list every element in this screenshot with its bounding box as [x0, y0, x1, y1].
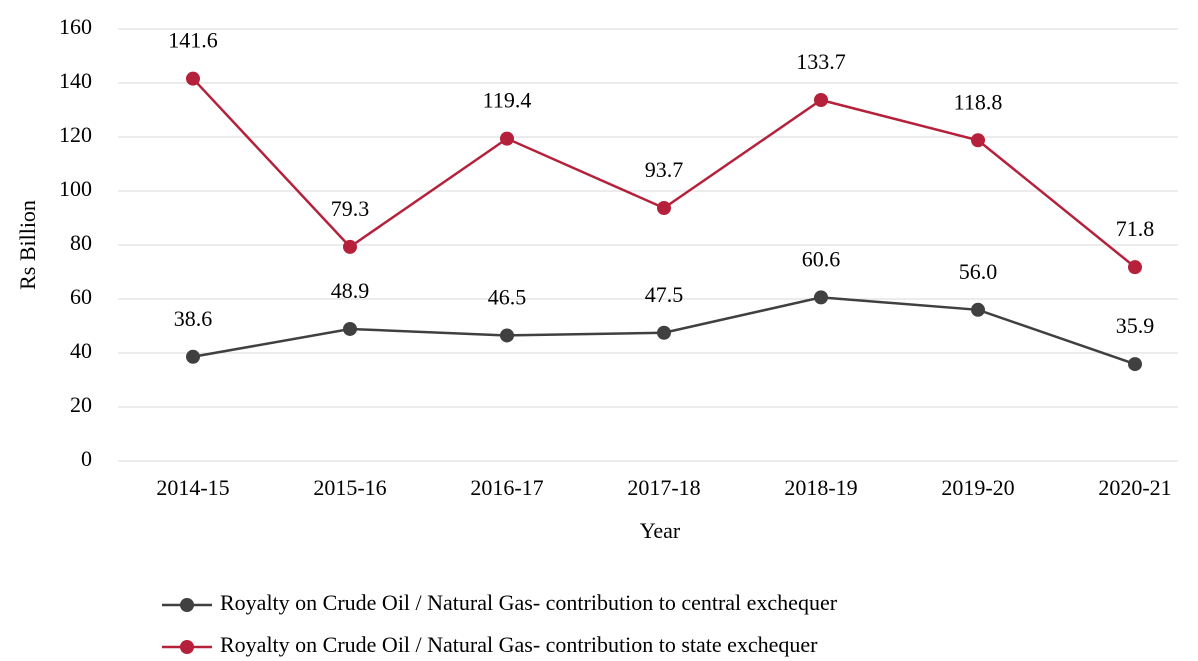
y-tick-label: 0	[81, 446, 92, 471]
y-tick-label: 100	[59, 176, 92, 201]
data-point	[186, 71, 200, 86]
y-tick-label: 160	[59, 14, 92, 39]
y-tick-label: 40	[70, 338, 92, 363]
data-point	[1128, 260, 1142, 275]
data-label: 79.3	[331, 196, 370, 221]
data-label: 133.7	[796, 49, 846, 74]
data-point	[343, 321, 357, 336]
y-tick-label: 60	[70, 284, 92, 309]
y-tick-label: 120	[59, 122, 92, 147]
data-label: 35.9	[1116, 313, 1155, 338]
x-tick-label: 2019-20	[941, 475, 1014, 500]
x-axis-title: Year	[640, 518, 681, 543]
data-point	[343, 239, 357, 254]
data-label: 119.4	[483, 88, 532, 113]
data-label: 93.7	[645, 157, 684, 182]
x-tick-label: 2018-19	[784, 475, 857, 500]
data-label: 118.8	[954, 89, 1003, 114]
x-tick-label: 2020-21	[1098, 475, 1171, 500]
data-label: 46.5	[488, 284, 527, 309]
y-axis-title: Rs Billion	[15, 200, 40, 290]
data-label: 47.5	[645, 282, 684, 307]
data-label: 38.6	[174, 306, 213, 331]
legend-label: Royalty on Crude Oil / Natural Gas- cont…	[220, 590, 838, 615]
data-point	[657, 201, 671, 216]
y-tick-label: 20	[70, 392, 92, 417]
legend-label: Royalty on Crude Oil / Natural Gas- cont…	[220, 632, 818, 657]
x-tick-label: 2016-17	[470, 475, 543, 500]
data-point	[500, 328, 514, 343]
data-point	[814, 93, 828, 108]
data-point	[1128, 357, 1142, 372]
data-point	[500, 131, 514, 146]
x-tick-label: 2017-18	[627, 475, 700, 500]
data-point	[971, 302, 985, 317]
x-tick-label: 2015-16	[313, 475, 386, 500]
legend-marker	[180, 598, 194, 612]
data-label: 71.8	[1116, 216, 1155, 241]
legend-marker	[180, 640, 194, 654]
data-point	[657, 325, 671, 340]
y-tick-label: 80	[70, 230, 92, 255]
data-point	[186, 349, 200, 364]
data-point	[814, 290, 828, 305]
data-point	[971, 133, 985, 148]
x-tick-label: 2014-15	[156, 475, 229, 500]
data-label: 56.0	[959, 259, 998, 284]
data-label: 141.6	[168, 28, 218, 53]
data-label: 48.9	[331, 278, 370, 303]
data-label: 60.6	[802, 246, 841, 271]
y-tick-label: 140	[59, 68, 92, 93]
